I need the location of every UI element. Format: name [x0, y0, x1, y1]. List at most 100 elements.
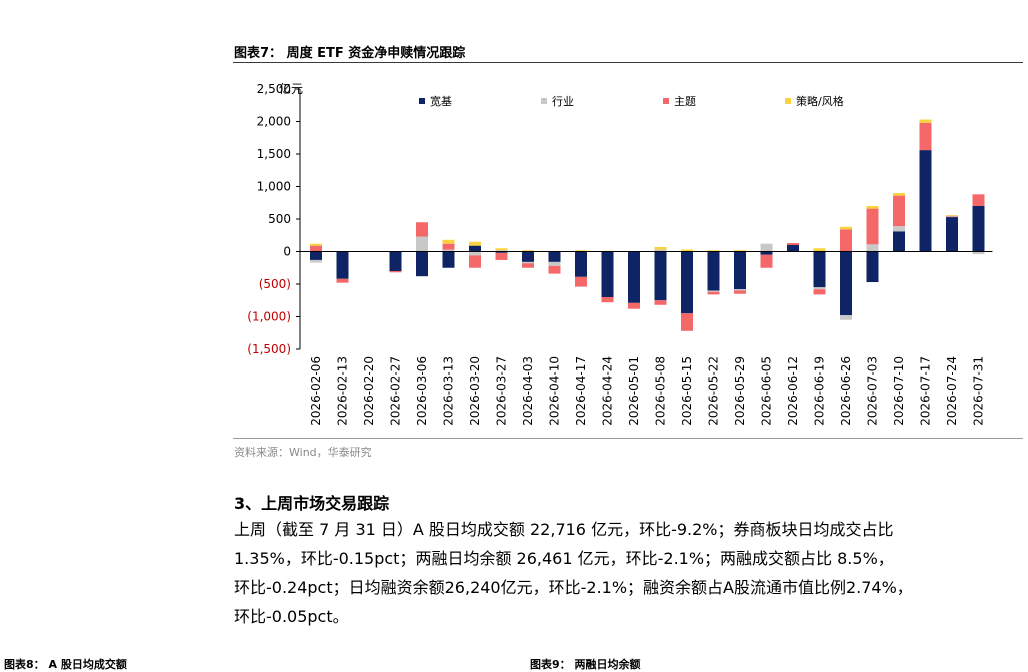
- summary-line: 环比-0.05pct。: [234, 607, 349, 626]
- x-tick-label: 2026-07-10: [892, 356, 906, 426]
- bar-segment: [813, 289, 826, 295]
- x-tick-label: 2026-05-15: [680, 356, 694, 426]
- bar-segment: [495, 252, 508, 260]
- bar-segment: [866, 206, 879, 209]
- x-tick-label: 2026-05-08: [654, 356, 668, 426]
- y-tick-label: 1,500: [257, 147, 291, 161]
- y-tick-label: 2,000: [257, 115, 291, 129]
- bar-segment: [919, 119, 932, 123]
- bar-segment: [681, 249, 693, 252]
- bar-segment: [707, 291, 720, 295]
- bar-segment: [336, 278, 349, 283]
- x-tick-label: 2026-05-22: [707, 356, 721, 426]
- bar-segment: [495, 248, 508, 251]
- bar-segment: [866, 251, 879, 283]
- bar-segment: [389, 271, 402, 273]
- bar-segment: [442, 243, 455, 250]
- x-tick-label: 2026-04-10: [548, 356, 562, 426]
- bar-segment: [681, 313, 693, 331]
- bars: [310, 119, 985, 331]
- market-summary: 上周（截至 7 月 31 日）A 股日均成交额 22,716 亿元，环比-9.2…: [234, 515, 1024, 631]
- bar-segment: [575, 251, 587, 277]
- legend-swatch: [785, 98, 791, 104]
- x-tick-label: 2026-03-06: [415, 356, 429, 426]
- x-tick-label: 2026-07-24: [945, 356, 959, 426]
- x-tick-label: 2026-05-29: [733, 356, 747, 426]
- summary-line: 1.35%，环比-0.15pct；两融日均余额 26,461 亿元，环比-2.1…: [234, 549, 894, 568]
- bar-segment: [522, 251, 534, 262]
- x-tick-label: 2026-03-13: [442, 356, 456, 426]
- bar-segment: [760, 254, 773, 268]
- bar-segment: [840, 315, 852, 320]
- legend-swatch: [419, 98, 425, 104]
- bar-segment: [469, 241, 481, 246]
- bar-segment: [548, 261, 561, 266]
- bar-segment: [522, 263, 534, 268]
- x-tick-label: 2026-02-13: [336, 356, 350, 426]
- bar-segment: [840, 229, 852, 252]
- bar-segment: [866, 208, 879, 245]
- bar-segment: [416, 236, 428, 252]
- bar-segment: [310, 245, 322, 252]
- bar-segment: [734, 251, 746, 290]
- summary-line: 环比-0.24pct；日均融资余额26,240亿元，环比-2.1%；融资余额占A…: [234, 578, 913, 597]
- summary-line: 上周（截至 7 月 31 日）A 股日均成交额 22,716 亿元，环比-9.2…: [234, 520, 894, 539]
- bar-segment: [707, 250, 720, 252]
- x-tick-label: 2026-04-03: [521, 356, 535, 426]
- y-tick-label: (1,500): [247, 342, 291, 356]
- bar-segment: [310, 243, 322, 246]
- title-rule: [233, 62, 1023, 63]
- legend-swatch: [663, 98, 669, 104]
- bar-segment: [866, 244, 879, 252]
- x-tick-label: 2026-06-26: [839, 356, 853, 426]
- next-figure-title-left: 图表8： A 股日均成交额: [4, 658, 127, 671]
- x-tick-label: 2026-05-01: [627, 356, 641, 426]
- x-tick-label: 2026-07-31: [972, 356, 986, 426]
- bar-segment: [469, 245, 481, 252]
- bar-segment: [707, 290, 720, 292]
- x-tick-label: 2026-02-27: [389, 356, 403, 426]
- bar-segment: [495, 250, 508, 252]
- y-unit-label: 亿元: [279, 81, 303, 96]
- y-tick-label: 2,500: [257, 82, 291, 96]
- bar-segment: [654, 300, 667, 305]
- x-tick-label: 2026-07-03: [866, 356, 880, 426]
- x-tick-label: 2026-06-12: [786, 356, 800, 426]
- bar-segment: [442, 249, 455, 252]
- legend-label: 主题: [674, 95, 696, 108]
- bar-segment: [336, 251, 349, 279]
- bar-segment: [946, 215, 958, 217]
- x-tick-label: 2026-04-24: [601, 356, 615, 426]
- bar-segment: [469, 251, 481, 256]
- bar-segment: [919, 122, 932, 151]
- bar-segment: [760, 243, 773, 252]
- x-axis: 2026-02-06 2026-02-13 2026-02-20 2026-02-27…: [300, 251, 993, 426]
- bar-segment: [310, 259, 322, 263]
- bar-segment: [840, 251, 852, 316]
- bar-segment: [919, 150, 932, 252]
- legend-label: 策略/风格: [796, 94, 844, 108]
- bar-segment: [893, 195, 905, 227]
- bar-segment: [946, 215, 958, 216]
- bar-segment: [522, 250, 534, 252]
- bar-segment: [442, 251, 455, 268]
- y-tick-label: 1,000: [257, 180, 291, 194]
- legend-swatch: [541, 98, 547, 104]
- bar-segment: [575, 276, 587, 287]
- y-axis: 2,500 2,000 1,500 1,000 500 0 (500) (1,000) (1,5…: [247, 81, 303, 356]
- bar-segment: [628, 251, 640, 303]
- bar-segment: [469, 255, 481, 268]
- x-tick-label: 2026-02-06: [309, 356, 323, 426]
- bar-segment: [946, 216, 958, 218]
- legend-label: 宽基: [430, 94, 452, 108]
- figure-title: 图表7： 周度 ETF 资金净申赎情况跟踪: [234, 46, 466, 61]
- x-tick-label: 2026-06-19: [813, 356, 827, 426]
- bar-segment: [495, 251, 508, 253]
- bar-segment: [654, 251, 667, 301]
- bar-segment: [787, 245, 799, 252]
- bar-segment: [813, 287, 826, 290]
- bar-segment: [389, 251, 402, 271]
- x-tick-label: 2026-02-20: [362, 356, 376, 426]
- bar-segment: [601, 251, 614, 297]
- section-title: 3、上周市场交易跟踪: [234, 494, 390, 513]
